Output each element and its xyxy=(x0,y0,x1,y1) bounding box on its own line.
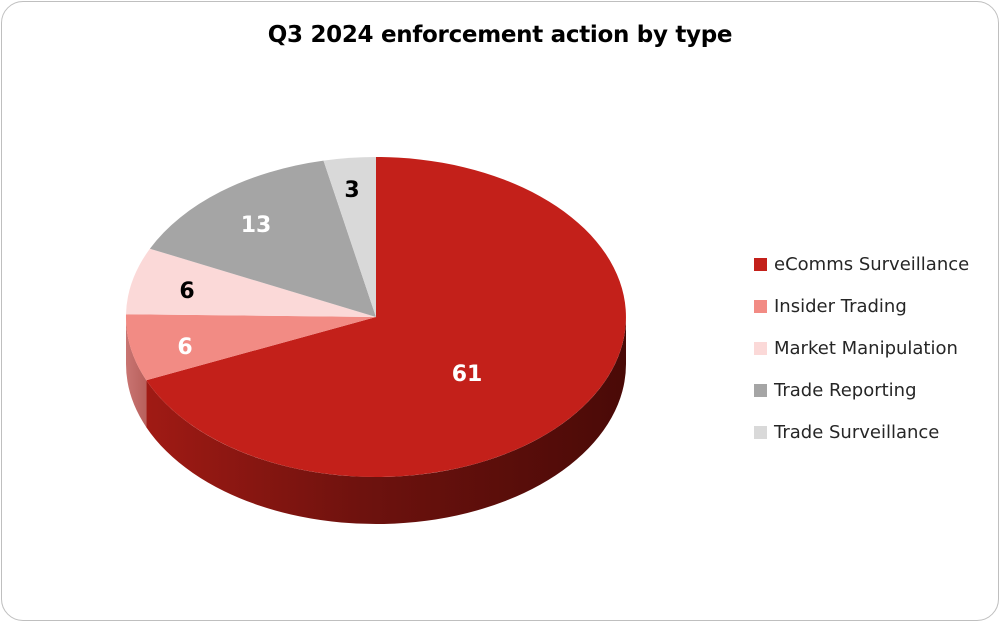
chart-title: Q3 2024 enforcement action by type xyxy=(267,22,733,48)
slice-insider-trading[interactable] xyxy=(125,314,376,381)
legend-label: Market Manipulation xyxy=(774,337,958,359)
legend-swatch-icon xyxy=(754,341,767,355)
slice-trade-reporting[interactable] xyxy=(149,160,376,317)
legend-label: Insider Trading xyxy=(774,295,907,317)
legend-label: eComms Surveillance xyxy=(774,253,970,275)
legend-swatch-icon xyxy=(754,383,767,397)
slice-side-ecomms-surveillance xyxy=(146,317,627,525)
legend-swatch-icon xyxy=(754,257,767,271)
legend-label: Trade Reporting xyxy=(774,379,917,401)
slice-side-insider-trading xyxy=(125,317,147,428)
legend: eComms Surveillance Insider Trading Mark… xyxy=(754,243,969,453)
label-trade-reporting: 13 xyxy=(241,213,272,238)
legend-item-ecomms[interactable]: eComms Surveillance xyxy=(754,243,969,285)
legend-item-market[interactable]: Market Manipulation xyxy=(754,327,969,369)
slice-market-manipulation[interactable] xyxy=(126,248,376,317)
legend-item-insider[interactable]: Insider Trading xyxy=(754,285,969,327)
legend-label: Trade Surveillance xyxy=(774,421,940,443)
slice-trade-surveillance[interactable] xyxy=(323,157,377,317)
label-market: 6 xyxy=(179,279,194,304)
legend-swatch-icon xyxy=(754,299,767,313)
label-insider: 6 xyxy=(177,335,192,360)
legend-item-trade-surveillance[interactable]: Trade Surveillance xyxy=(754,411,969,453)
slice-ecomms-surveillance[interactable] xyxy=(146,157,626,477)
label-ecomms: 61 xyxy=(452,362,483,387)
legend-swatch-icon xyxy=(754,425,767,439)
label-trade-surveillance: 3 xyxy=(344,178,359,203)
legend-item-trade-reporting[interactable]: Trade Reporting xyxy=(754,369,969,411)
